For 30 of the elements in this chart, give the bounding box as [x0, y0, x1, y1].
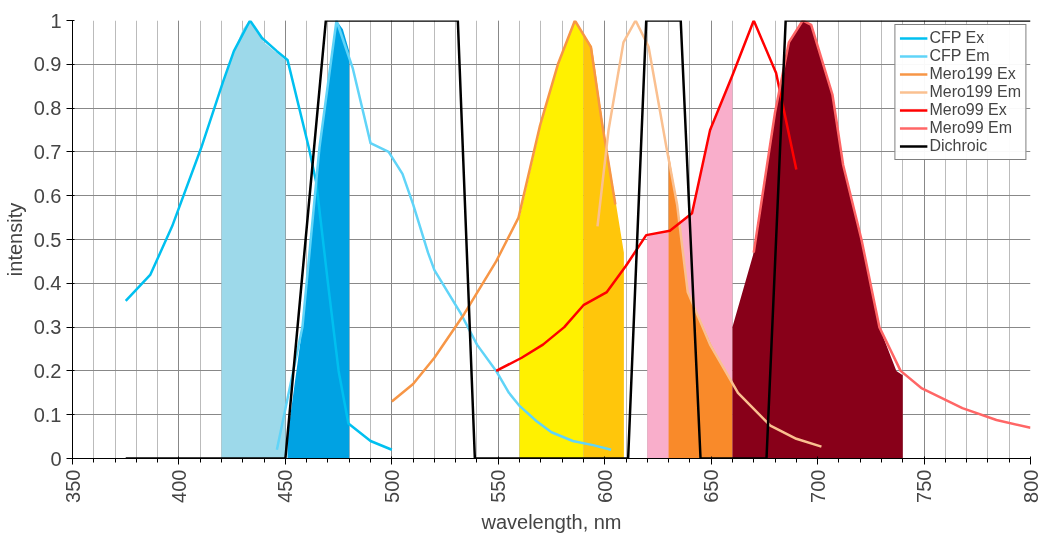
x-tick-label: 350: [61, 469, 84, 503]
y-tick-label: 0.8: [33, 97, 62, 120]
x-axis-title: wavelength, nm: [480, 510, 622, 533]
x-tick-label: 600: [593, 469, 616, 503]
legend-label: CFP Ex: [929, 29, 985, 47]
x-tick-label: 400: [167, 469, 190, 503]
legend-label: Mero99 Ex: [929, 101, 1007, 119]
x-tick-label: 550: [487, 469, 510, 503]
y-tick-label: 0.2: [33, 359, 62, 382]
legend-label: Mero199 Ex: [929, 65, 1016, 83]
x-tick-label: 750: [913, 469, 936, 503]
y-tick-label: 0.9: [33, 53, 62, 76]
y-tick-label: 0.4: [33, 272, 62, 295]
legend-label: Dichroic: [929, 137, 988, 155]
legend-label: CFP Em: [929, 47, 990, 65]
y-tick-label: 0.6: [33, 184, 62, 207]
y-tick-label: 0.5: [33, 228, 62, 251]
legend-label: Mero99 Em: [929, 119, 1013, 137]
y-tick-label: 0.1: [33, 403, 62, 426]
y-tick-label: 0.7: [33, 140, 62, 163]
y-tick-label: 1: [50, 9, 62, 32]
legend-label: Mero199 Em: [929, 83, 1021, 101]
x-tick-label: 700: [806, 469, 829, 503]
x-tick-label: 500: [380, 469, 403, 503]
x-tick-label: 800: [1019, 469, 1042, 503]
y-tick-label: 0.3: [33, 316, 62, 339]
x-tick-label: 450: [274, 469, 297, 503]
y-tick-label: 0: [50, 447, 62, 470]
x-tick-label: 650: [700, 469, 723, 503]
y-axis-title: intensity: [3, 202, 26, 277]
